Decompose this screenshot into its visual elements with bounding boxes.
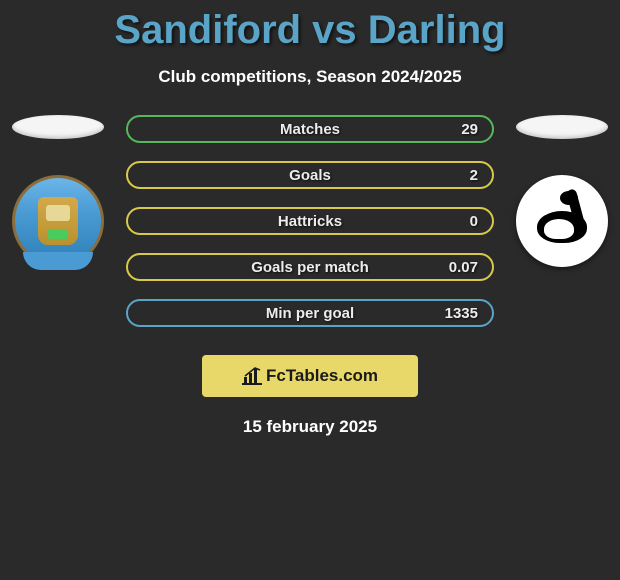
stat-row-min-per-goal: Min per goal 1335 (126, 299, 494, 327)
stat-value: 1335 (445, 305, 478, 322)
date-text: 15 february 2025 (0, 417, 620, 437)
right-side (512, 115, 612, 267)
comparison-content: Matches 29 Goals 2 Hattricks 0 Goals per… (0, 115, 620, 327)
left-player-oval (12, 115, 104, 139)
stat-label: Goals per match (251, 259, 369, 276)
coventry-crest-icon (38, 197, 78, 245)
stat-row-goals-per-match: Goals per match 0.07 (126, 253, 494, 281)
stat-value: 29 (461, 121, 478, 138)
swan-icon (532, 191, 592, 251)
stat-label: Goals (289, 167, 331, 184)
coventry-ribbon (23, 252, 93, 270)
right-team-logo (516, 175, 608, 267)
stat-value: 0 (470, 213, 478, 230)
stat-label: Matches (280, 121, 340, 138)
stat-value: 2 (470, 167, 478, 184)
left-side (8, 115, 108, 267)
stat-row-matches: Matches 29 (126, 115, 494, 143)
stats-list: Matches 29 Goals 2 Hattricks 0 Goals per… (108, 115, 512, 327)
stat-row-goals: Goals 2 (126, 161, 494, 189)
stat-label: Hattricks (278, 213, 342, 230)
stat-row-hattricks: Hattricks 0 (126, 207, 494, 235)
brand-text: FcTables.com (266, 366, 378, 386)
page-title: Sandiford vs Darling (0, 0, 620, 53)
left-team-logo (12, 175, 104, 267)
brand-box: FcTables.com (202, 355, 418, 397)
subtitle: Club competitions, Season 2024/2025 (0, 67, 620, 87)
right-player-oval (516, 115, 608, 139)
chart-icon (242, 367, 262, 385)
stat-value: 0.07 (449, 259, 478, 276)
stat-label: Min per goal (266, 305, 354, 322)
